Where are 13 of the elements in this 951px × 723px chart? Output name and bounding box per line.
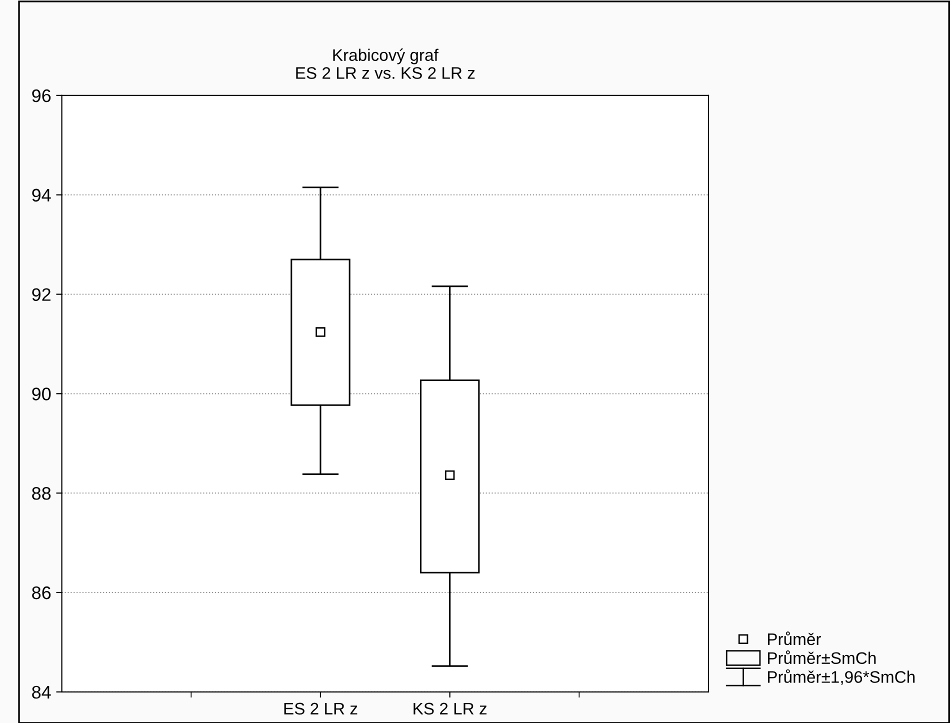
x-tick-label: ES 2 LR z — [284, 702, 358, 715]
y-tick-label: 92 — [32, 288, 50, 301]
y-tick-label: 96 — [32, 89, 51, 102]
legend-label: Průměr±1,96*SmCh — [768, 669, 915, 685]
y-tick-label: 90 — [32, 388, 51, 400]
y-tick-label: 84 — [32, 686, 51, 699]
y-tick-label: 88 — [32, 487, 51, 500]
y-tick-label: 94 — [32, 188, 51, 202]
legend-label: Průměr±SmCh — [768, 650, 876, 664]
legend-label: Průměr — [768, 632, 821, 646]
x-tick-label: KS 2 LR z — [414, 702, 487, 715]
y-tick-label: 86 — [32, 586, 51, 600]
chart-title: Krabicový graf ES 2 LR z vs. KS 2 LR z — [296, 48, 475, 79]
